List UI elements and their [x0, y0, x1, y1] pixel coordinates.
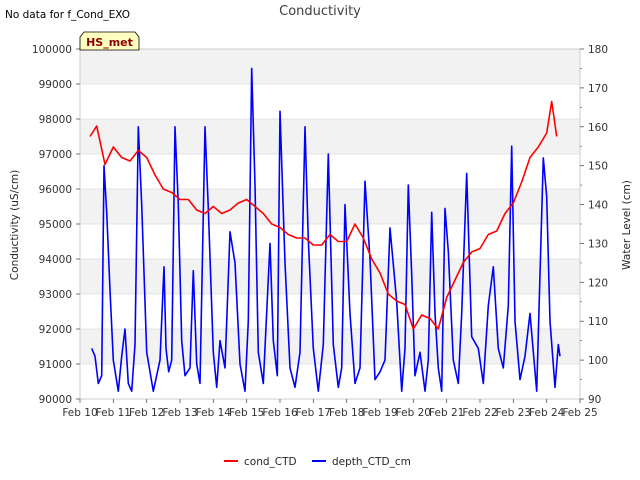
- series-line-depth_CTD_cm: [90, 67, 561, 392]
- y2-tick-label: 100: [588, 355, 608, 367]
- y-tick-label: 95000: [39, 219, 72, 231]
- badge-box: [79, 31, 140, 51]
- x-tick-label: Feb 21: [429, 407, 464, 419]
- y-tick-label: 92000: [39, 324, 72, 336]
- y2-tick-label: 140: [588, 200, 608, 212]
- y-tick-label: 96000: [39, 184, 72, 196]
- y2-axis-label: Water Level (cm): [621, 180, 633, 270]
- x-tick-label: Feb 23: [496, 407, 531, 419]
- series-line-cond_CTD: [89, 100, 558, 330]
- y2-tick-label: 130: [588, 238, 608, 250]
- legend-label-cond: cond_CTD: [244, 456, 297, 468]
- x-tick-label: Feb 18: [329, 407, 364, 419]
- background-band: [80, 119, 580, 154]
- legend-label-depth: depth_CTD_cm: [332, 456, 411, 468]
- x-tick-label: Feb 10: [62, 407, 97, 419]
- y-axis-label: Conductivity (uS/cm): [9, 170, 21, 280]
- y2-tick-label: 90: [588, 394, 601, 406]
- background-band: [80, 259, 580, 294]
- chart-title: Conductivity: [279, 4, 361, 19]
- x-tick-label: Feb 12: [129, 407, 164, 419]
- x-tick-label: Feb 11: [96, 407, 131, 419]
- x-tick-label: Feb 20: [396, 407, 431, 419]
- x-tick-label: Feb 13: [162, 407, 197, 419]
- y-tick-label: 90000: [39, 394, 72, 406]
- x-tick-label: Feb 16: [262, 407, 298, 419]
- y2-tick-label: 170: [588, 83, 608, 95]
- site-badge: HS_met: [79, 31, 140, 51]
- right-axis-ticks: 90 100 110 120 130 140 150 160 170 180: [580, 44, 608, 406]
- y2-tick-label: 160: [588, 122, 608, 134]
- background-band: [80, 49, 580, 84]
- x-tick-label: Feb 25: [562, 407, 597, 419]
- y-tick-label: 97000: [39, 149, 72, 161]
- y-tick-label: 91000: [39, 359, 72, 371]
- left-axis-ticks: 90000 91000 92000 93000 94000 95000 96000 97000…: [32, 44, 80, 406]
- y-tick-label: 94000: [39, 254, 72, 266]
- y2-tick-label: 110: [588, 316, 608, 328]
- x-tick-label: Feb 24: [529, 407, 565, 419]
- no-data-note: No data for f_Cond_EXO: [5, 9, 130, 21]
- y-tick-label: 93000: [39, 289, 72, 301]
- y-tick-label: 99000: [39, 79, 72, 91]
- x-tick-label: Feb 17: [296, 407, 331, 419]
- x-tick-label: Feb 15: [229, 407, 264, 419]
- y2-tick-label: 150: [588, 161, 608, 173]
- x-tick-label: Feb 14: [196, 407, 232, 419]
- legend: cond_CTD depth_CTD_cm: [224, 456, 411, 468]
- background-bands: [80, 49, 580, 364]
- x-tick-label: Feb 19: [362, 407, 397, 419]
- badge-label: HS_met: [86, 36, 133, 49]
- x-tick-label: Feb 22: [462, 407, 497, 419]
- y2-tick-label: 180: [588, 44, 608, 56]
- y-tick-label: 100000: [32, 44, 72, 56]
- y-tick-label: 98000: [39, 114, 72, 126]
- series-layer: [89, 67, 561, 392]
- y2-tick-label: 120: [588, 277, 608, 289]
- background-band: [80, 329, 580, 364]
